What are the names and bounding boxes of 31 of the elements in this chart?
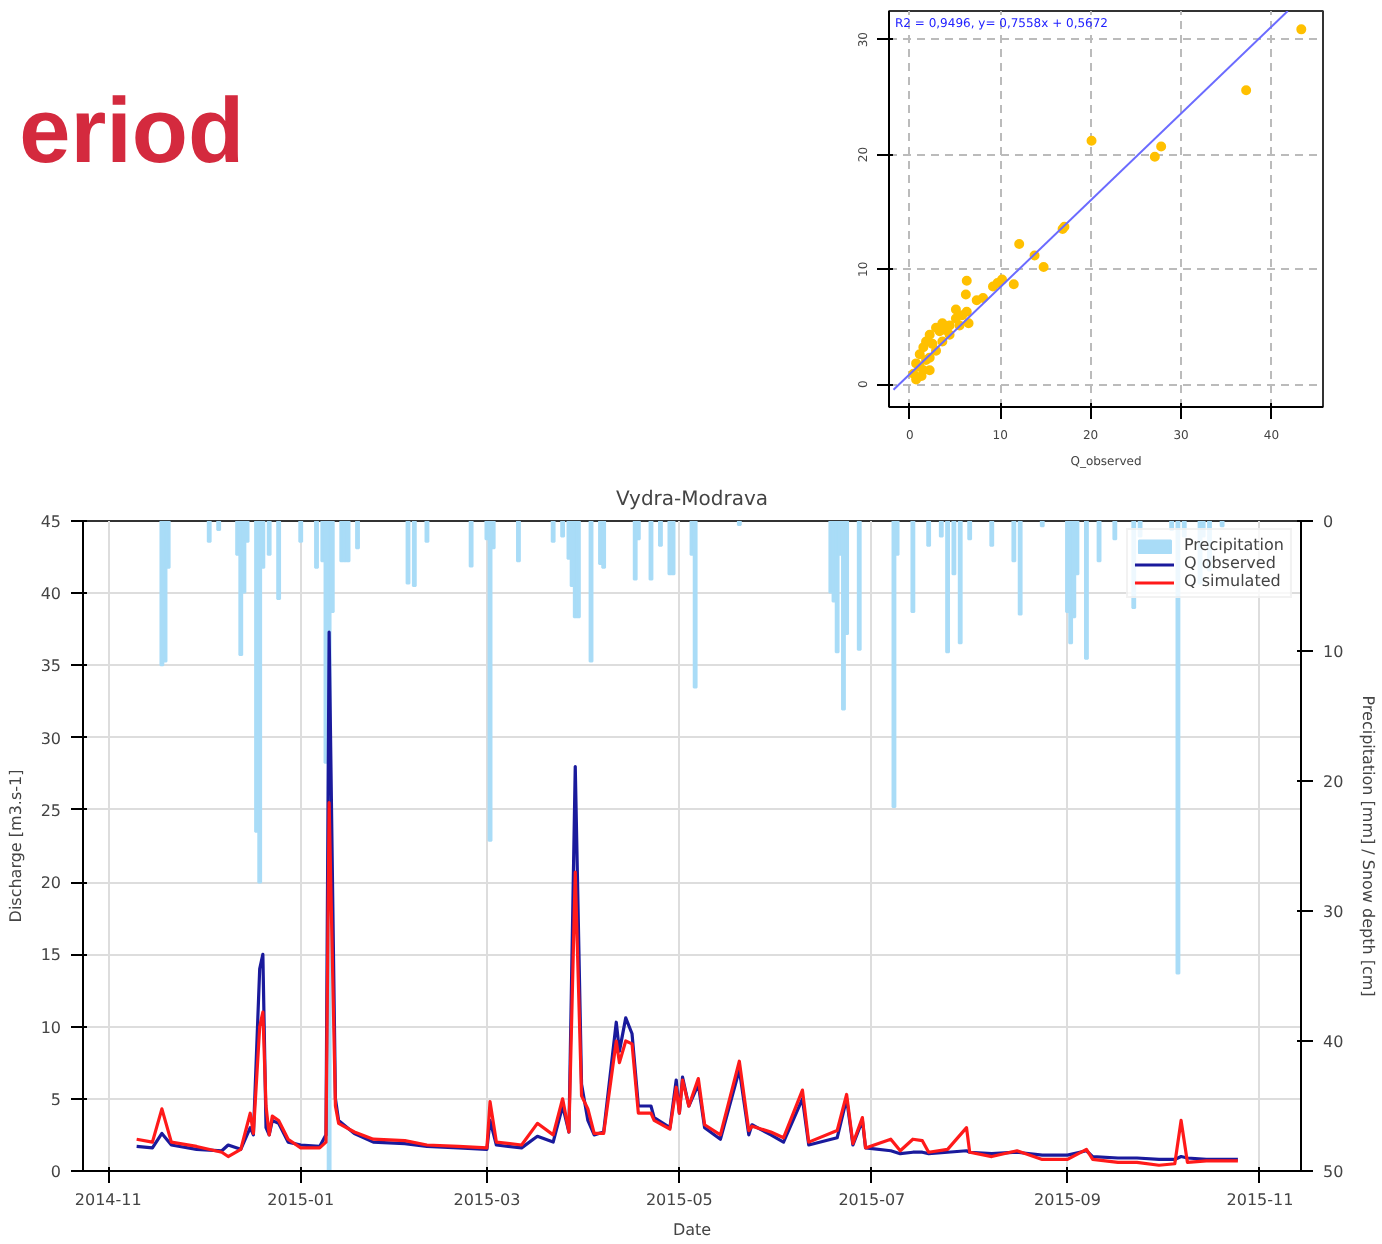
y-tick-label: 5 bbox=[50, 1090, 62, 1109]
x-tick-label: 2015-05 bbox=[645, 1191, 713, 1209]
legend-label: Q observed bbox=[1183, 554, 1276, 572]
y-tick-label: 10 bbox=[40, 1018, 62, 1037]
y-axis-title: Discharge [m3.s-1] bbox=[6, 769, 25, 923]
x-tick-label: 2015-07 bbox=[838, 1191, 906, 1209]
y-tick-label: 40 bbox=[40, 585, 62, 604]
y2-axis-title: Precipitation [mm] / Snow depth [cm] bbox=[1359, 695, 1378, 997]
y2-tick-label: 0 bbox=[1323, 513, 1334, 531]
y2-tick-label: 40 bbox=[1323, 1033, 1344, 1051]
x-axis-title: Date bbox=[672, 1221, 712, 1239]
legend-label: Q simulated bbox=[1183, 572, 1281, 590]
y2-tick-label: 10 bbox=[1323, 643, 1344, 661]
y-tick-label: 0 bbox=[50, 1163, 62, 1181]
x-tick-label: 2014-11 bbox=[74, 1191, 142, 1209]
y-tick-label: 15 bbox=[40, 946, 62, 965]
y2-tick-label: 50 bbox=[1323, 1163, 1344, 1181]
x-tick-label: 2015-01 bbox=[267, 1191, 335, 1209]
text: eriod bbox=[19, 77, 245, 182]
chart-title: Vydra-Modrava bbox=[615, 489, 769, 511]
y-tick-label: 35 bbox=[40, 657, 62, 676]
y2-tick-label: 20 bbox=[1323, 773, 1344, 791]
x-tick-label: 2015-03 bbox=[453, 1191, 521, 1209]
legend-label: Precipitation bbox=[1183, 536, 1284, 554]
y2-tick-label: 30 bbox=[1323, 903, 1344, 921]
x-tick-label: 2015-09 bbox=[1034, 1191, 1101, 1209]
y-tick-label: 20 bbox=[40, 874, 62, 893]
y-tick-label: 25 bbox=[40, 801, 62, 820]
y-tick-label: 45 bbox=[40, 513, 62, 531]
y-tick-label: 30 bbox=[40, 729, 62, 748]
x-tick-label: 2015-11 bbox=[1226, 1191, 1294, 1209]
